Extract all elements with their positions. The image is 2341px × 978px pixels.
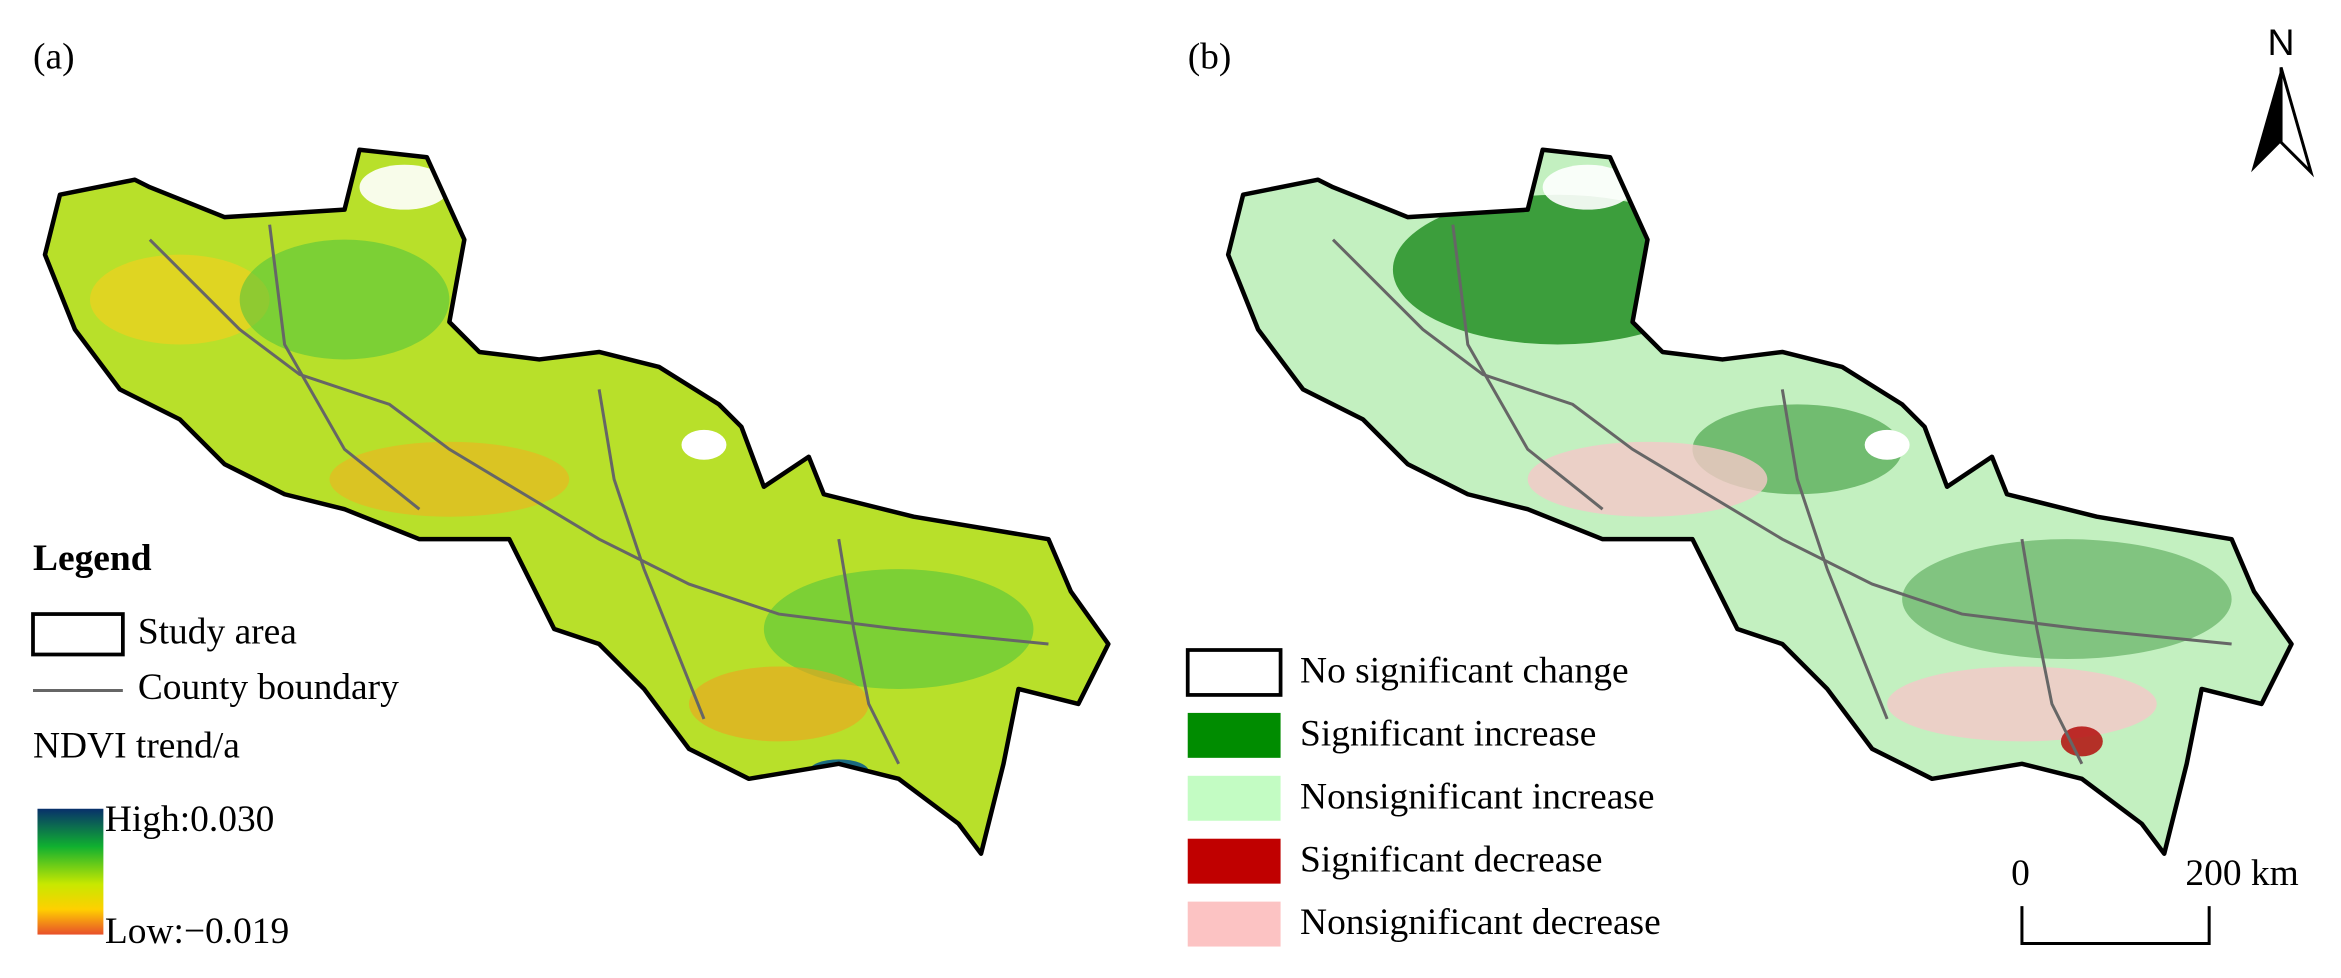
legend-label: Study area <box>138 612 297 653</box>
legend-swatch <box>1187 901 1281 947</box>
legend-title: Legend <box>33 538 152 579</box>
legend-label: Significant decrease <box>1300 839 1602 880</box>
ramp-label: High:0.030 <box>105 799 275 840</box>
panel-label: (b) <box>1188 37 1232 78</box>
legend-swatch <box>1187 838 1281 884</box>
legend-swatch <box>1185 648 1283 697</box>
scale-label: 200 km <box>2185 853 2298 894</box>
legend-label: Nonsignificant increase <box>1300 776 1654 817</box>
panel-label: (a) <box>33 37 75 78</box>
map-b <box>1228 150 2291 854</box>
scale-label: 0 <box>2011 853 2030 894</box>
north-arrow: N <box>2251 21 2315 178</box>
legend-swatch <box>31 612 125 657</box>
ramp-label: Low:−0.019 <box>105 911 289 952</box>
map-a <box>45 150 1108 854</box>
north-label: N <box>2268 21 2295 63</box>
legend-b: No significant change Significant increas… <box>1185 648 1661 947</box>
legend-swatch <box>1187 712 1281 758</box>
legend-label: No significant change <box>1300 651 1629 692</box>
color-ramp <box>37 808 104 935</box>
legend-a: Legend Study area County boundary NDVI t… <box>31 538 399 952</box>
legend-label: Significant increase <box>1300 713 1596 754</box>
legend-label: Nonsignificant decrease <box>1300 902 1661 943</box>
legend-label: County boundary <box>138 667 399 708</box>
ramp-title: NDVI trend/a <box>33 725 240 766</box>
legend-swatch <box>1187 775 1281 821</box>
scale-bar: 0 200 km <box>2011 853 2299 946</box>
